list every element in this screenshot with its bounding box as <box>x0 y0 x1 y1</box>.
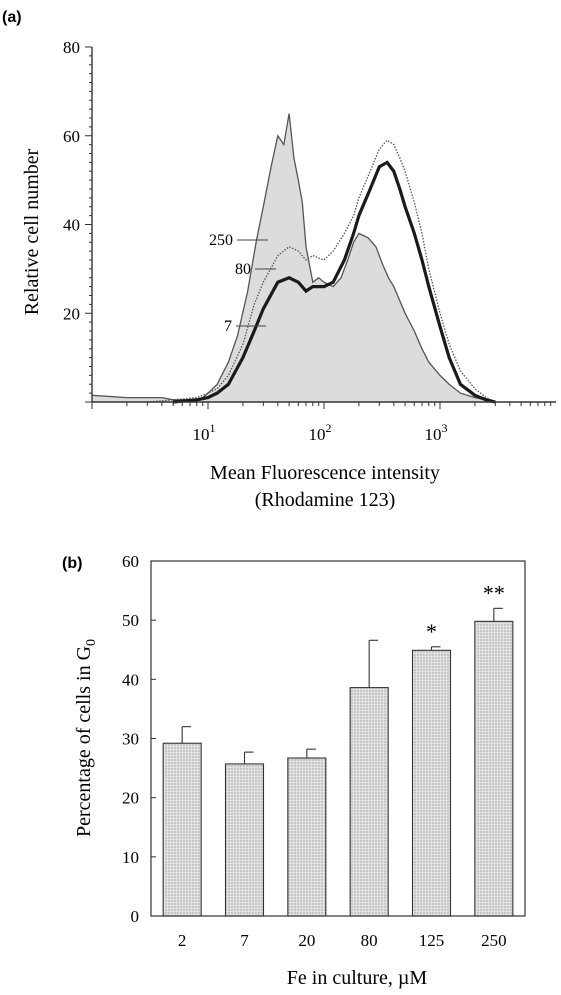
x-axis-label: Fe in culture, µM <box>287 967 428 989</box>
y-tick-label: 60 <box>63 127 80 146</box>
x-axis-label: Mean Fluorescence intensity <box>210 462 440 484</box>
x-tick-base: 10 <box>193 425 210 444</box>
series-7-fill <box>92 113 496 402</box>
axis-minor-ticks <box>85 46 552 409</box>
curve-label-80: 80 <box>235 261 251 278</box>
y-tick-label: 0 <box>131 907 140 926</box>
y-tick-label: 80 <box>63 38 80 57</box>
y-tick-label: 50 <box>122 611 139 630</box>
x-axis-sublabel: (Rhodamine 123) <box>255 489 396 511</box>
series-250-line <box>172 160 496 404</box>
x-tick-label: 80 <box>361 931 378 950</box>
plot-frame <box>150 560 526 917</box>
x-tick-label: 101 <box>193 421 216 444</box>
x-tick-labels: 101 102 103 <box>193 421 448 444</box>
y-tick-label: 20 <box>63 304 80 323</box>
panel-a-label: (a) <box>2 9 22 26</box>
x-tick-exponent: 3 <box>442 421 448 435</box>
x-tick-label: 125 <box>419 931 445 950</box>
x-tick-base: 10 <box>309 425 326 444</box>
y-tick-label: 30 <box>122 730 139 749</box>
y-axis-label-subscript: 0 <box>84 639 99 646</box>
x-tick-label: 2 <box>178 931 187 950</box>
x-tick-label: 103 <box>425 421 448 444</box>
bar-80 <box>349 687 389 917</box>
series-80-line <box>147 139 496 403</box>
y-axis-label: Relative cell number <box>21 148 43 315</box>
histogram-series-group <box>91 113 496 404</box>
y-tick-label: 10 <box>122 848 139 867</box>
x-tick-label: 102 <box>309 421 332 444</box>
y-tick-label: 20 <box>122 789 139 808</box>
y-axis-label-main: Percentage of cells in G <box>73 646 95 837</box>
x-tick-exponent: 2 <box>326 421 332 435</box>
x-tick-exponent: 1 <box>210 421 216 435</box>
bar-20 <box>287 757 327 917</box>
y-tick-label: 60 <box>122 552 139 571</box>
y-tick-label: 40 <box>122 670 139 689</box>
panel-b-label: (b) <box>62 555 82 572</box>
y-tick-labels: 20 40 60 80 <box>63 38 80 323</box>
plot-border <box>150 560 526 917</box>
bar-group: *** <box>162 580 514 917</box>
x-tick-label: 7 <box>240 931 249 950</box>
x-tick-base: 10 <box>425 425 442 444</box>
y-tick-label: 40 <box>63 216 80 235</box>
y-tick-labels: 0 10 20 30 40 50 60 <box>122 552 139 926</box>
bar-7 <box>224 763 265 917</box>
significance-mark: * <box>426 619 437 644</box>
bar-250 <box>474 620 514 917</box>
x-tick-label: 250 <box>481 931 507 950</box>
x-tick-labels: 2 7 20 80 125 250 <box>178 931 507 950</box>
bar-2 <box>162 742 202 917</box>
significance-mark: ** <box>483 580 505 605</box>
x-tick-label: 20 <box>298 931 315 950</box>
bar-125 <box>411 649 452 917</box>
curve-label-7: 7 <box>224 318 232 335</box>
curve-label-250: 250 <box>209 232 233 249</box>
y-axis-label: Percentage of cells in G0 <box>73 639 99 837</box>
